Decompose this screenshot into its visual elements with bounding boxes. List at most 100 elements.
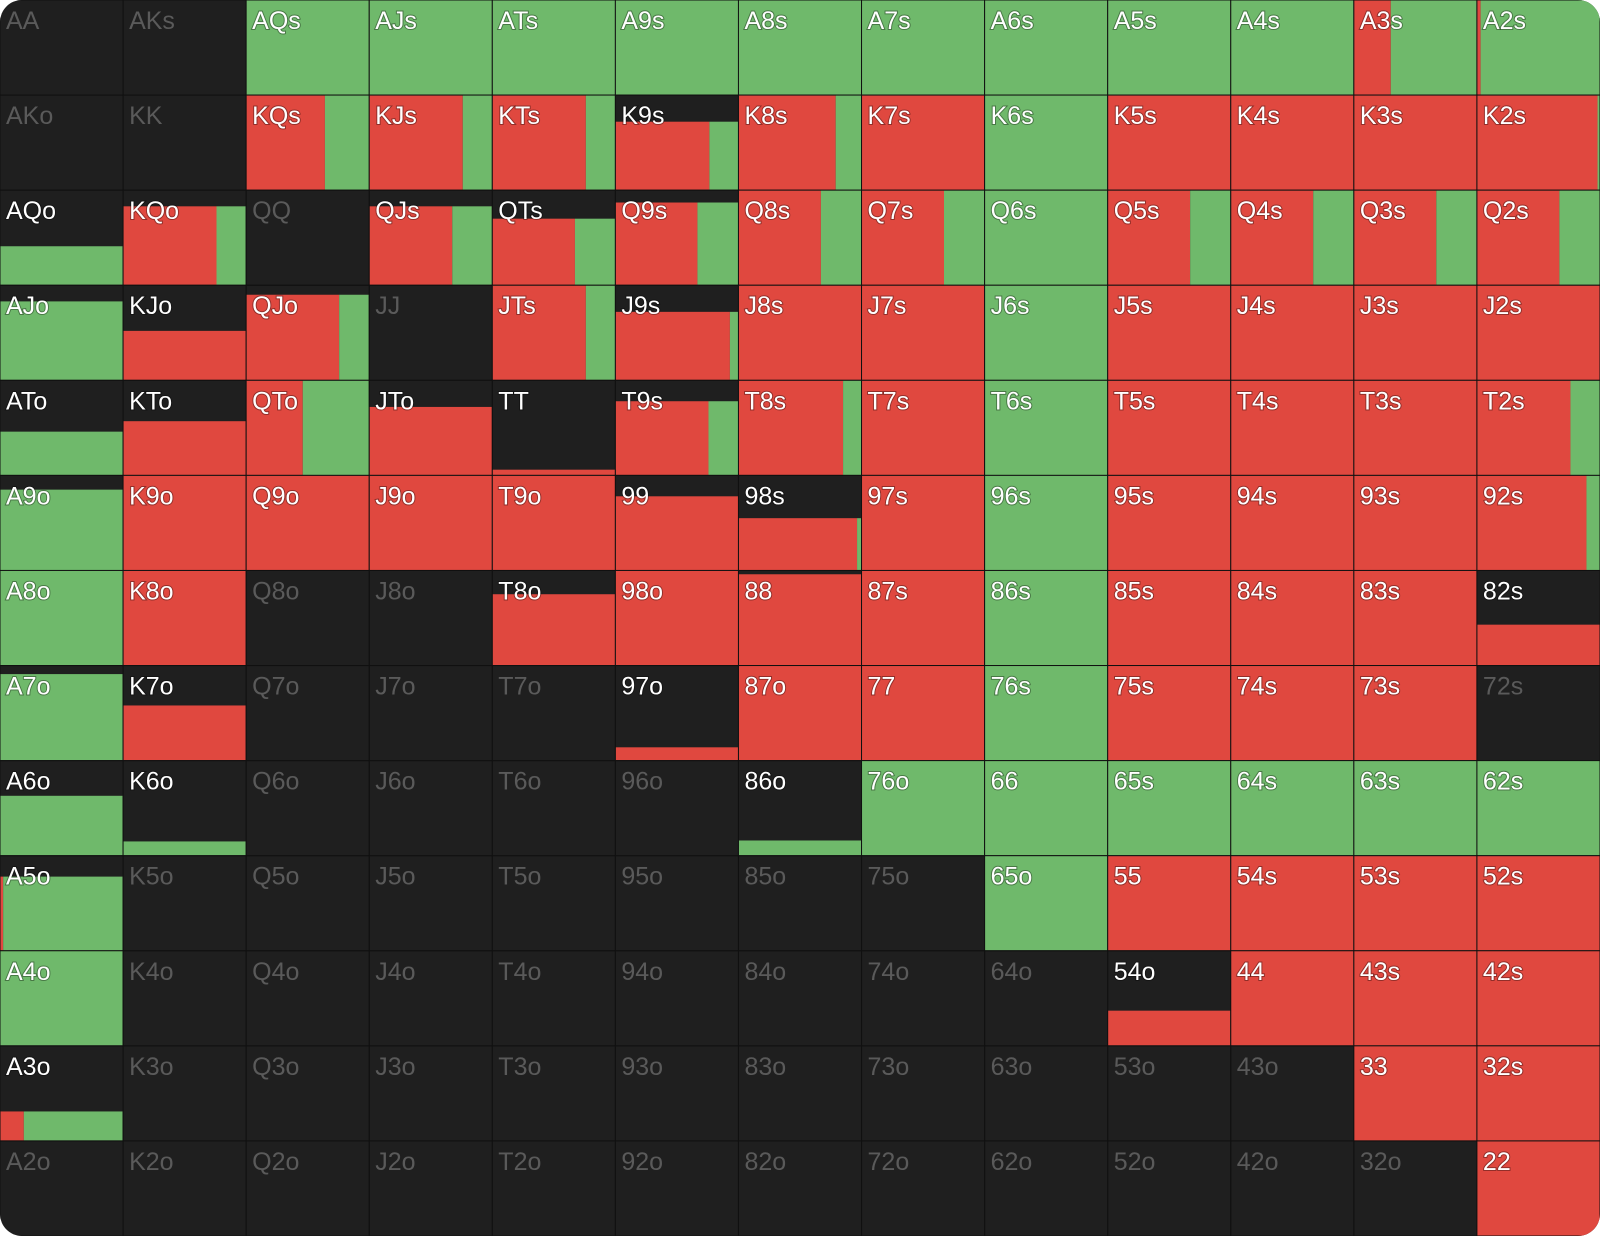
hand-label: 43o [1237, 1053, 1279, 1081]
hand-label: J4o [375, 958, 415, 986]
red-frequency [1353, 190, 1437, 286]
hand-cell: 73o [861, 1045, 986, 1142]
hand-label: 94o [621, 958, 663, 986]
hand-label: 76s [991, 673, 1031, 701]
hand-cell: 22 [1476, 1140, 1600, 1236]
hand-cell: 73s [1353, 665, 1478, 762]
green-frequency [1559, 190, 1600, 286]
green-frequency [3, 876, 124, 951]
hand-cell: 76o [861, 760, 986, 857]
hand-cell: KJs [368, 94, 493, 191]
green-frequency [820, 190, 862, 286]
green-frequency [1476, 760, 1600, 856]
hand-label: KQo [129, 197, 179, 225]
hand-label: 83s [1360, 577, 1400, 605]
red-frequency [615, 401, 709, 476]
hand-label: 32s [1483, 1053, 1523, 1081]
red-frequency [1107, 190, 1191, 286]
hand-cell: A4s [1230, 0, 1355, 96]
red-frequency [1107, 95, 1231, 191]
hand-label: J9s [621, 292, 660, 320]
red-frequency [738, 285, 862, 381]
hand-label: JTs [498, 292, 536, 320]
green-frequency [835, 95, 862, 191]
green-frequency [1436, 190, 1477, 286]
hand-cell: Q3o [245, 1045, 370, 1142]
hand-cell: K2s [1476, 94, 1600, 191]
hand-cell: K7s [861, 94, 986, 191]
hand-label: 22 [1483, 1148, 1511, 1176]
hand-cell: ATo [0, 379, 124, 476]
hand-cell: 82s [1476, 569, 1600, 667]
hand-cell: K6o [122, 760, 247, 857]
hand-label: K4s [1237, 102, 1280, 130]
hand-cell: Q9s [614, 189, 739, 286]
hand-cell: 63o [984, 1045, 1109, 1142]
hand-cell: Q7s [861, 189, 986, 286]
hand-cell: KJo [122, 284, 247, 381]
hand-label: 87o [744, 673, 786, 701]
hand-label: A3o [6, 1053, 50, 1081]
hand-label: 84o [744, 958, 786, 986]
hand-cell: QJs [368, 189, 493, 286]
hand-cell: 86s [984, 569, 1109, 667]
hand-cell: 94s [1230, 474, 1355, 571]
hand-cell: 92s [1476, 474, 1600, 571]
green-frequency [857, 518, 862, 571]
green-frequency [1230, 0, 1354, 96]
hand-label: 73s [1360, 673, 1400, 701]
hand-label: 63s [1360, 768, 1400, 796]
red-frequency [615, 311, 730, 381]
green-frequency [324, 95, 370, 191]
hand-cell: QTo [245, 379, 370, 476]
hand-cell: J8s [737, 284, 863, 381]
red-frequency [738, 665, 862, 761]
hand-label: A4o [6, 958, 50, 986]
green-frequency [0, 301, 124, 381]
hand-label: Q3o [252, 1053, 299, 1081]
hand-label: JJ [375, 292, 400, 320]
red-frequency [1230, 665, 1354, 761]
hand-label: Q7o [252, 673, 299, 701]
hand-label: 42s [1483, 958, 1523, 986]
green-frequency [709, 121, 739, 191]
hand-label: QJs [375, 197, 419, 225]
hand-label: 64s [1237, 768, 1277, 796]
hand-label: 99 [621, 482, 649, 510]
green-frequency [1586, 475, 1600, 571]
hand-label: T5s [1114, 387, 1156, 415]
green-frequency [0, 246, 124, 286]
green-frequency [697, 202, 739, 286]
red-frequency [1353, 0, 1391, 96]
hand-cell: A6s [984, 0, 1109, 96]
green-frequency [1230, 760, 1354, 856]
hand-label: 33 [1360, 1053, 1388, 1081]
red-frequency [861, 285, 985, 381]
hand-cell: QTs [491, 189, 616, 286]
hand-label: 88 [744, 577, 772, 605]
hand-label: T3o [498, 1053, 541, 1081]
hand-label: 96o [621, 768, 663, 796]
hand-cell: KQs [245, 94, 370, 191]
red-frequency [615, 496, 739, 571]
hand-label: 72o [868, 1148, 910, 1176]
hand-cell: 72s [1476, 665, 1600, 762]
hand-cell: J2s [1476, 284, 1600, 381]
hand-cell: J4s [1230, 284, 1355, 381]
hand-cell: 74o [861, 950, 986, 1047]
green-frequency [1353, 760, 1477, 856]
hand-label: 77 [868, 673, 896, 701]
hand-cell: 75s [1107, 665, 1232, 762]
hand-cell: A4o [0, 950, 124, 1047]
hand-label: J7s [868, 292, 907, 320]
hand-label: J7o [375, 673, 415, 701]
red-frequency [1230, 950, 1354, 1046]
hand-label: A3s [1360, 7, 1403, 35]
hand-label: A7o [6, 673, 50, 701]
hand-label: 75s [1114, 673, 1154, 701]
hand-label: A9s [621, 7, 664, 35]
red-frequency [1230, 855, 1354, 951]
hand-cell: J3s [1353, 284, 1478, 381]
red-frequency [1353, 1045, 1477, 1141]
